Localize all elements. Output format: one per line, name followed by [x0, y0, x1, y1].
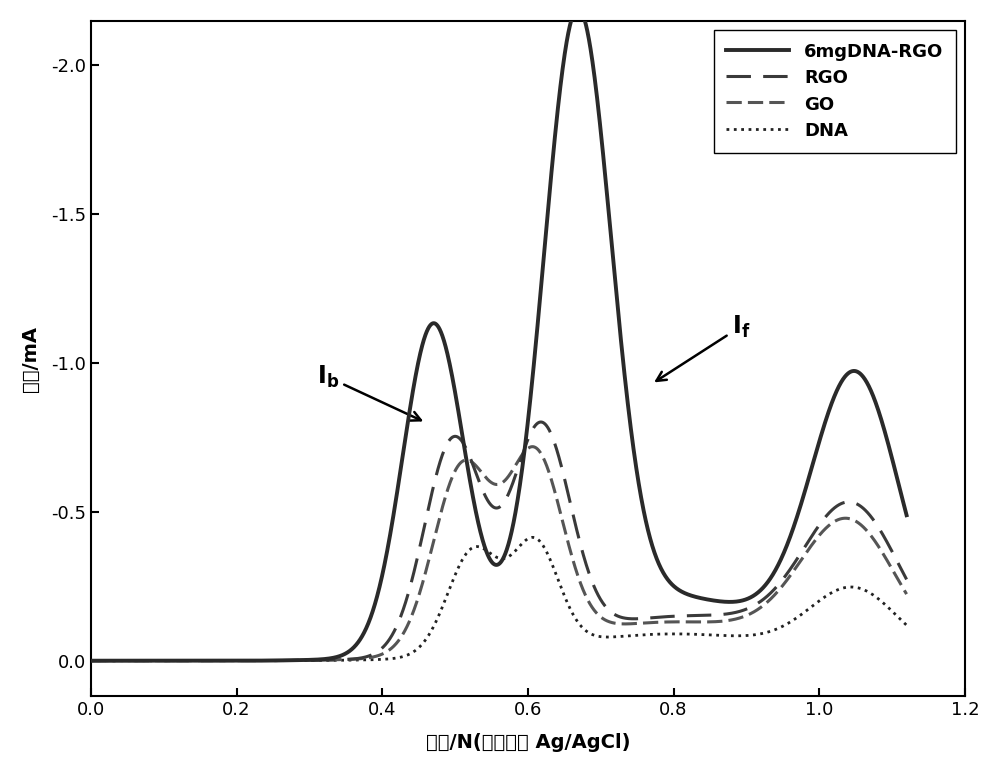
DNA	[226, 656, 238, 666]
RGO	[178, 656, 190, 666]
GO	[226, 656, 238, 666]
6mgDNA-RGO	[572, 4, 584, 13]
Text: $\mathbf{I_b}$: $\mathbf{I_b}$	[317, 364, 421, 421]
RGO	[797, 545, 809, 554]
RGO	[901, 575, 913, 584]
RGO	[398, 604, 410, 613]
6mgDNA-RGO	[178, 656, 190, 666]
6mgDNA-RGO	[797, 493, 809, 502]
6mgDNA-RGO	[901, 511, 913, 520]
Line: RGO: RGO	[91, 422, 907, 661]
RGO	[226, 656, 238, 666]
GO	[901, 590, 913, 599]
RGO	[885, 544, 897, 553]
6mgDNA-RGO	[398, 444, 410, 454]
Legend: 6mgDNA-RGO, RGO, GO, DNA: 6mgDNA-RGO, RGO, GO, DNA	[714, 30, 956, 152]
GO	[178, 656, 190, 666]
GO	[885, 562, 897, 571]
RGO	[85, 656, 97, 666]
GO	[526, 442, 538, 451]
DNA	[527, 533, 539, 542]
GO	[398, 628, 410, 638]
DNA	[398, 652, 410, 661]
DNA	[797, 608, 809, 618]
DNA	[85, 656, 97, 666]
GO	[433, 515, 445, 524]
Line: GO: GO	[91, 447, 907, 661]
Line: 6mgDNA-RGO: 6mgDNA-RGO	[91, 9, 907, 661]
GO	[797, 553, 809, 562]
DNA	[885, 605, 897, 615]
RGO	[433, 461, 445, 470]
6mgDNA-RGO	[885, 449, 897, 458]
Text: $\mathbf{I_f}$: $\mathbf{I_f}$	[656, 313, 750, 381]
RGO	[535, 417, 547, 427]
6mgDNA-RGO	[433, 323, 445, 332]
Line: DNA: DNA	[91, 537, 907, 661]
DNA	[433, 610, 445, 619]
DNA	[178, 656, 190, 666]
X-axis label: 电压/N(参比电极 Ag/AgCl): 电压/N(参比电极 Ag/AgCl)	[426, 733, 630, 752]
6mgDNA-RGO	[226, 656, 238, 666]
6mgDNA-RGO	[85, 656, 97, 666]
Y-axis label: 电流/mA: 电流/mA	[21, 325, 40, 392]
DNA	[901, 621, 913, 630]
GO	[85, 656, 97, 666]
